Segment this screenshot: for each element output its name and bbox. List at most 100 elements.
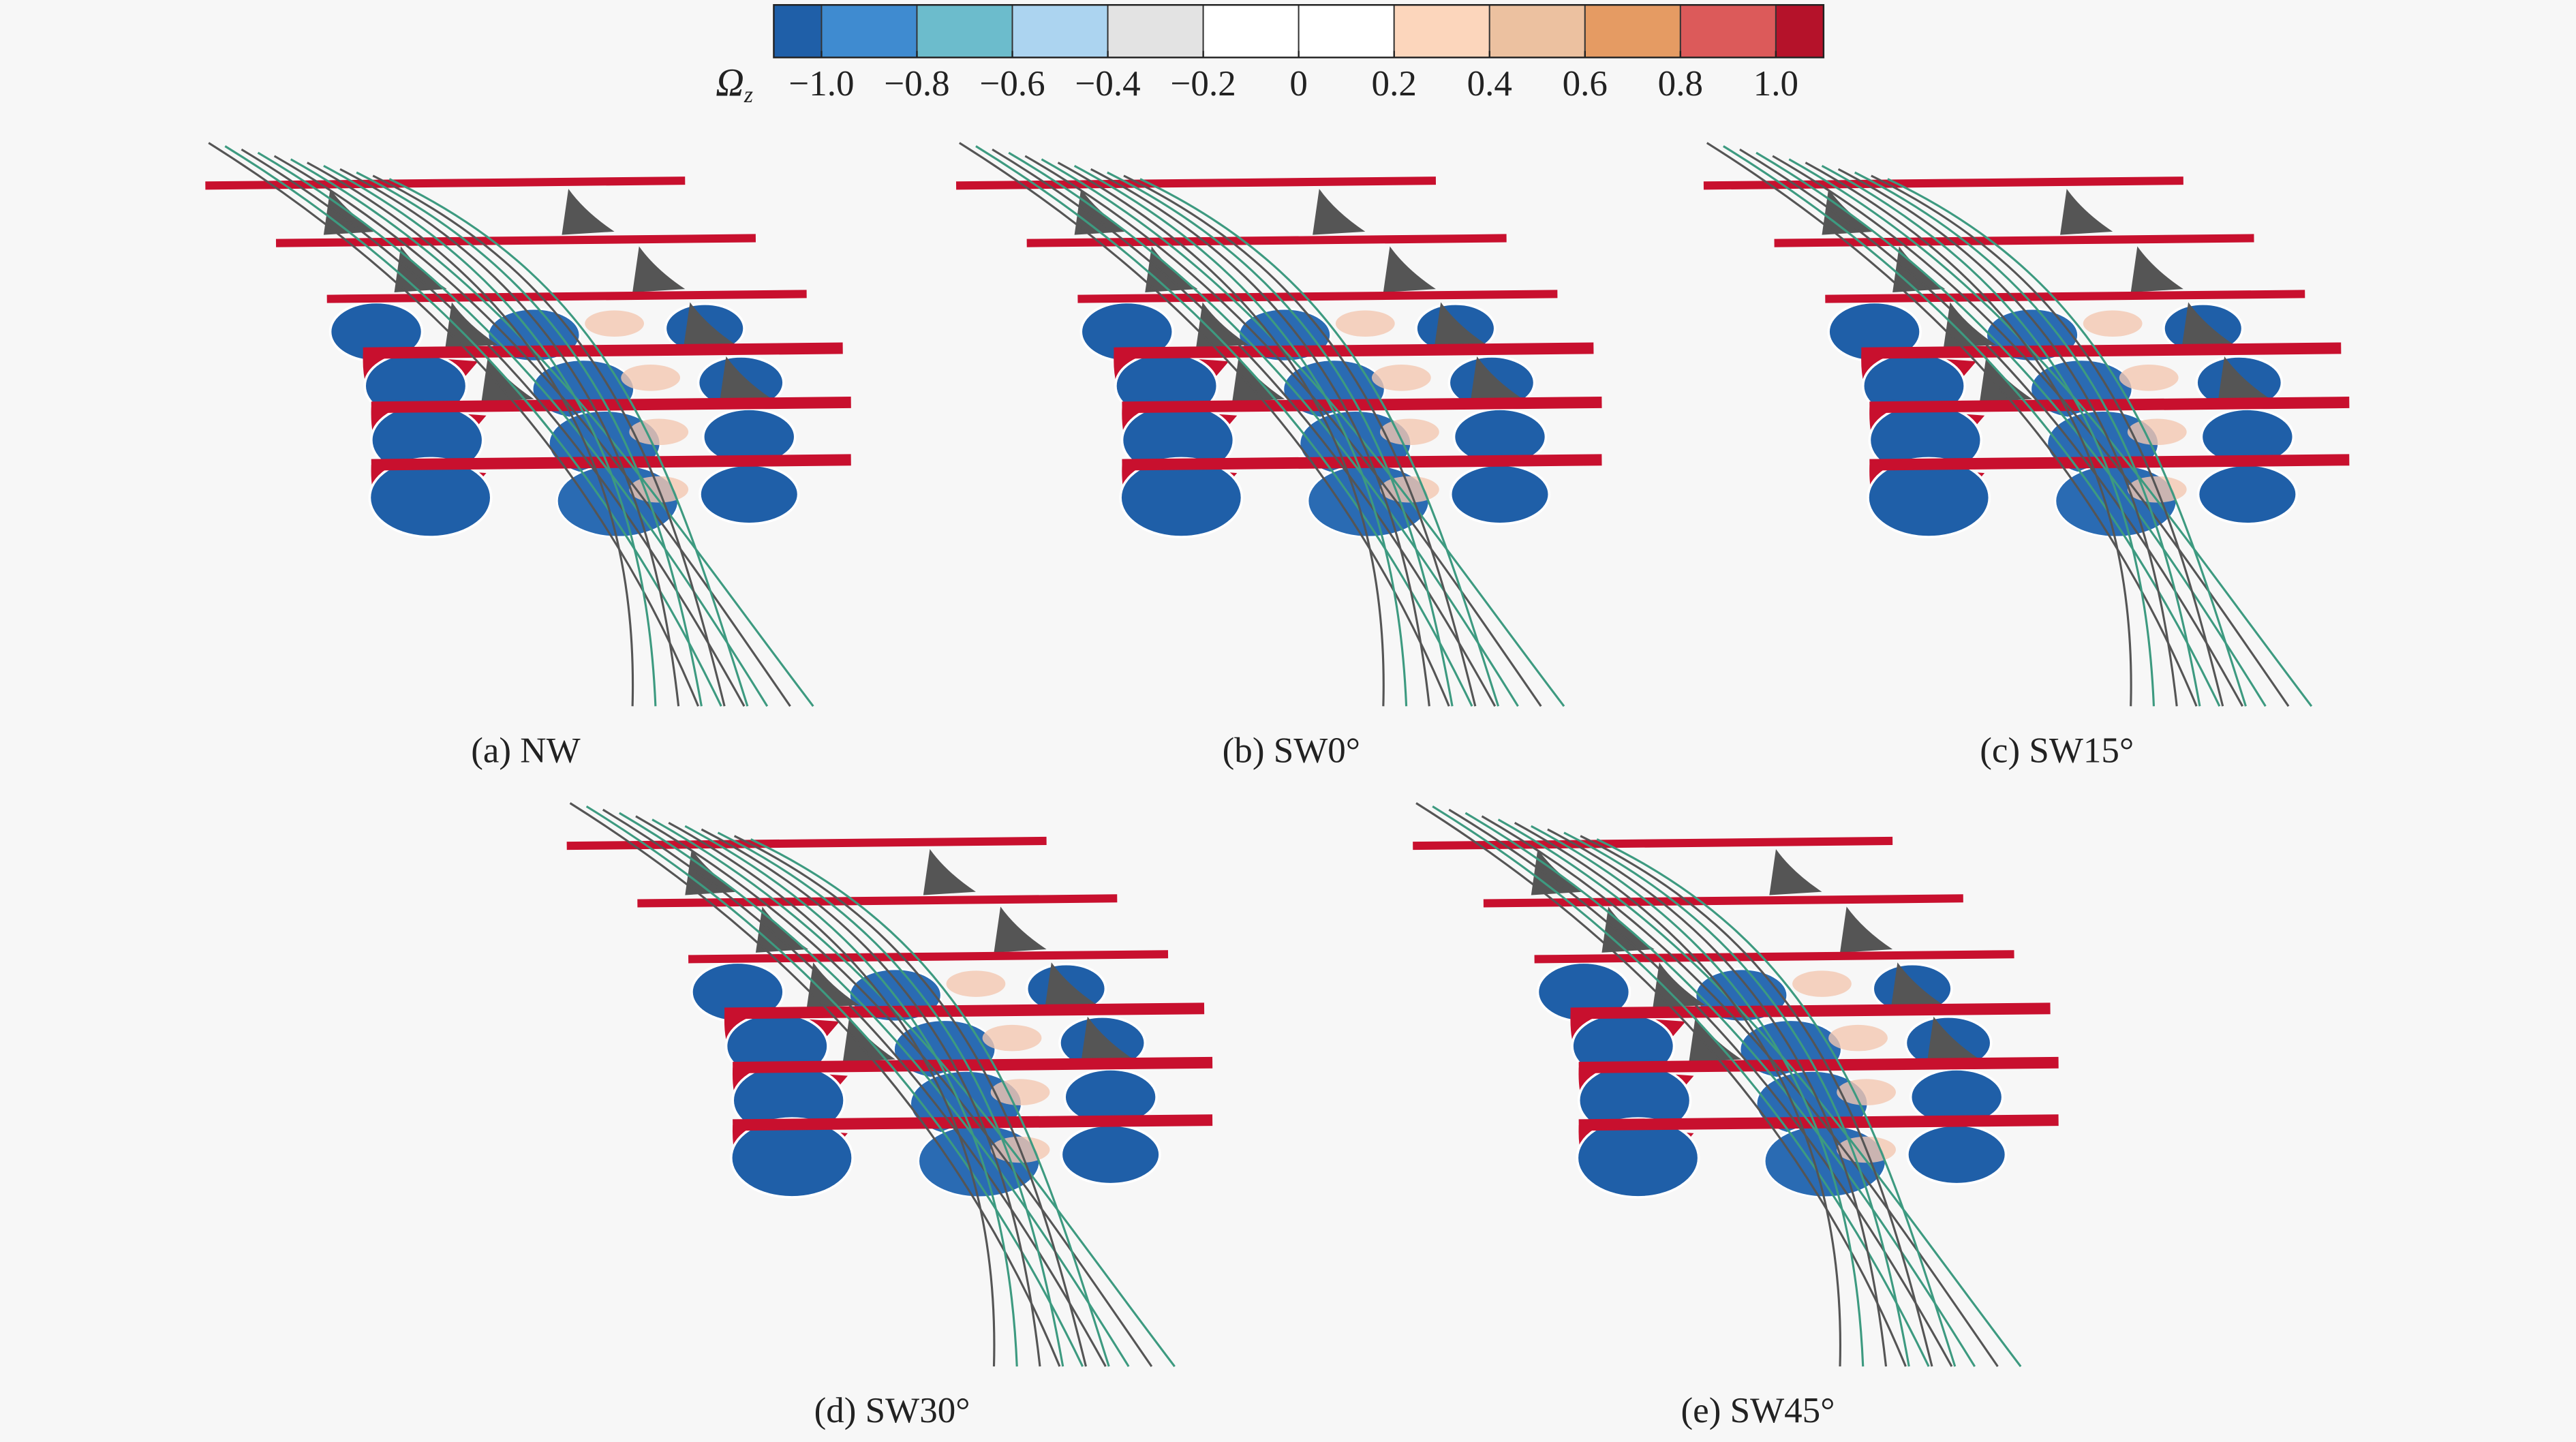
streamline — [1821, 165, 2156, 707]
panel-caption: (d) SW30° — [814, 1391, 970, 1430]
plate — [1483, 894, 1963, 908]
streamline — [356, 171, 703, 707]
colorbar-tick-label: −0.8 — [884, 64, 949, 104]
panel-caption: (e) SW45° — [1681, 1391, 1835, 1430]
blade — [1045, 962, 1098, 1009]
panel-caption: (a) NW — [471, 731, 580, 770]
streamline — [1057, 162, 1385, 707]
plate — [1774, 234, 2254, 247]
vorticity-patch-light — [1371, 365, 1431, 391]
plate — [1861, 342, 2342, 359]
colorbar-segment — [773, 4, 823, 59]
vorticity-patch-light — [946, 970, 1006, 997]
blade — [994, 906, 1047, 953]
streamline — [1547, 828, 1888, 1367]
colorbar-tick-label: 0.6 — [1563, 64, 1608, 104]
plate — [1578, 1114, 2059, 1131]
colorbar-tick-label: −1.0 — [788, 64, 854, 104]
streamline — [619, 812, 1130, 1367]
streamline — [1090, 168, 1430, 707]
plate — [1077, 290, 1558, 303]
streamline — [733, 835, 1088, 1367]
streamline — [992, 148, 1497, 707]
blade — [1470, 356, 1523, 403]
streamline — [602, 808, 1107, 1367]
vorticity-patch-light — [1828, 1024, 1888, 1052]
plate — [1825, 290, 2305, 303]
colorbar-segment — [1202, 4, 1300, 59]
streamline — [1107, 171, 1454, 707]
panel: (c) SW15° — [1703, 142, 2350, 770]
colorbar-segment — [1011, 4, 1109, 59]
colorbar-tick-label: 0 — [1289, 64, 1308, 104]
streamline — [1563, 831, 1910, 1367]
plate — [275, 234, 756, 247]
colorbar-segment — [916, 4, 1013, 59]
plate — [688, 950, 1169, 964]
vorticity-patch-light — [2083, 310, 2143, 337]
blade — [923, 848, 976, 895]
streamline — [1139, 178, 1500, 707]
vorticity-patch-blue — [1060, 1124, 1161, 1186]
colorbar-segment — [1775, 4, 1824, 59]
colorbar-tick-label: −0.4 — [1075, 64, 1140, 104]
colorbar-tick-label: 0.8 — [1658, 64, 1703, 104]
colorbar-segment — [821, 4, 918, 59]
streamline — [585, 805, 1084, 1367]
blade — [1840, 906, 1893, 953]
colorbar-tick-label: −0.2 — [1171, 64, 1236, 104]
vorticity-patch-light — [2119, 365, 2179, 391]
plate — [1026, 234, 1507, 247]
colorbar-tick-label: 0.4 — [1467, 64, 1512, 104]
panel: (d) SW30° — [566, 802, 1213, 1430]
plate — [205, 177, 686, 190]
blade — [1081, 1016, 1134, 1063]
plate — [371, 397, 851, 414]
vorticity-patch-light — [982, 1024, 1042, 1052]
colorbar-tick-label: 0.2 — [1372, 64, 1417, 104]
plate — [371, 454, 851, 471]
plate — [363, 342, 843, 359]
colorbar-label: Ωz — [716, 61, 753, 108]
streamline — [1073, 165, 1408, 707]
panel-caption: (c) SW15° — [1980, 731, 2134, 770]
streamline — [257, 151, 769, 707]
plate — [326, 290, 807, 303]
streamline — [323, 165, 657, 707]
streamline — [224, 145, 722, 707]
plate — [1122, 454, 1602, 471]
vorticity-patch-light — [585, 310, 644, 337]
streamline — [1580, 835, 1933, 1367]
colorbar-segment — [1488, 4, 1586, 59]
plate — [1114, 342, 1594, 359]
panel: (a) NW — [205, 142, 851, 770]
streamline — [1755, 151, 2267, 707]
panel-caption: (b) SW0° — [1223, 731, 1360, 770]
plate — [733, 1114, 1213, 1131]
blade — [719, 356, 773, 403]
streamline — [1448, 808, 1953, 1367]
vorticity-patch-blue — [1906, 1124, 2008, 1186]
streamline — [684, 825, 1018, 1367]
blade — [632, 246, 686, 292]
vorticity-patch-blue — [2196, 463, 2298, 525]
blade — [2181, 302, 2235, 348]
streamline — [1415, 802, 1907, 1367]
plate — [1869, 397, 2350, 414]
streamline — [975, 145, 1473, 707]
plate — [1122, 397, 1602, 414]
streamline — [1514, 822, 1842, 1367]
streamline — [208, 142, 700, 707]
colorbar-subscript: z — [743, 82, 753, 108]
plate — [1578, 1056, 2059, 1073]
streamline — [388, 178, 749, 707]
plate — [1534, 950, 2014, 964]
blade — [2218, 356, 2271, 403]
plate — [1413, 836, 1893, 850]
streamline — [569, 802, 1061, 1367]
plate — [1869, 454, 2350, 471]
streamline — [1008, 151, 1519, 707]
colorbar-segment — [1584, 4, 1681, 59]
